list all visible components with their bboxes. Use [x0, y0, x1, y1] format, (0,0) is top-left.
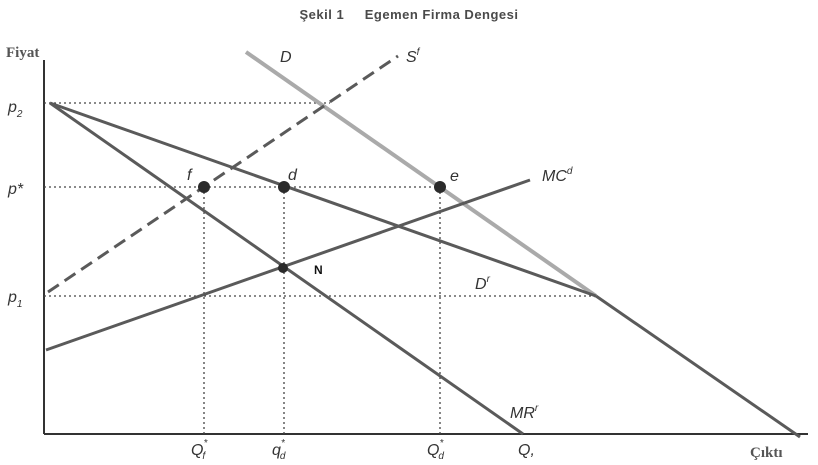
curve-D — [244, 50, 598, 298]
curve-Sf — [47, 54, 399, 294]
curve-label-Dr: Dr — [475, 274, 491, 293]
quantity-label-Q: Q, — [518, 442, 535, 459]
price-label-pstar: p* — [7, 181, 24, 198]
x-axis-label: Çıktı — [750, 445, 783, 461]
curve-label-MRr: MRr — [510, 403, 539, 422]
y-axis-label: Fiyat — [6, 45, 39, 61]
curve-D-lower — [595, 294, 801, 439]
curve-label-D: D — [280, 49, 292, 66]
quantity-label-qf: Q* f — [191, 438, 208, 462]
point-label-N: N — [314, 263, 323, 277]
price-label-p2: p2 — [7, 99, 23, 120]
price-label-p1: p1 — [7, 289, 22, 310]
point-f — [198, 181, 210, 193]
point-label-f: f — [187, 167, 193, 184]
curve-Dr — [49, 101, 597, 298]
curve-MCd — [45, 178, 531, 352]
quantity-label-Qd: Q* d — [427, 438, 444, 462]
point-label-e: e — [450, 168, 459, 185]
point-label-d: d — [288, 167, 298, 184]
point-d — [278, 181, 290, 193]
figure-title: Şekil 1 Egemen Firma Dengesi — [299, 7, 518, 22]
point-N — [278, 263, 288, 273]
quantity-label-qd: q* d — [272, 438, 286, 462]
curve-label-MCd: MCd — [542, 166, 573, 185]
point-e — [434, 181, 446, 193]
curve-label-Sf: Sf — [406, 47, 421, 66]
